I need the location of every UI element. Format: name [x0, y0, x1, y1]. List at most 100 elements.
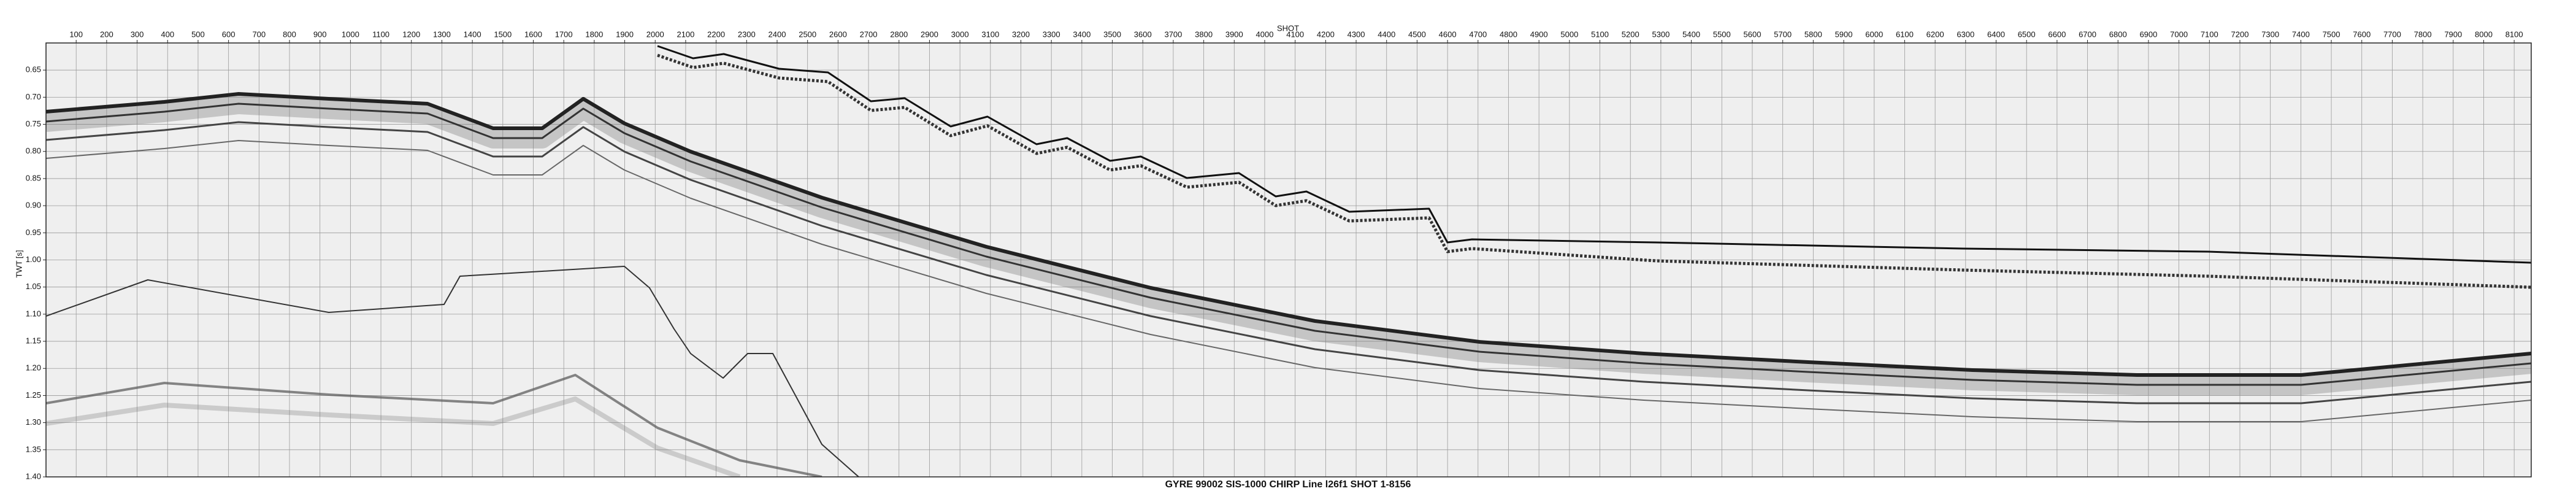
x-tick-label: 6700 — [2079, 29, 2096, 39]
x-tick-label: 4600 — [1439, 29, 1457, 39]
x-tick-label: 2600 — [829, 29, 847, 39]
x-tick-label: 6400 — [1987, 29, 2005, 39]
x-tick-label: 4900 — [1530, 29, 1548, 39]
x-tick-label: 1700 — [555, 29, 573, 39]
x-tick-label: 700 — [252, 29, 266, 39]
x-tick-label: 1100 — [372, 29, 389, 39]
y-tick-label: 1.10 — [26, 309, 41, 318]
x-tick-label: 5500 — [1713, 29, 1731, 39]
y-tick-label: 0.95 — [26, 228, 41, 237]
x-tick-label: 6500 — [2018, 29, 2036, 39]
y-tick-label: 1.30 — [26, 417, 41, 427]
x-tick-label: 3800 — [1195, 29, 1213, 39]
x-tick-label: 100 — [69, 29, 83, 39]
x-tick-label: 2900 — [921, 29, 938, 39]
x-tick-label: 5700 — [1774, 29, 1792, 39]
x-tick-label: 3600 — [1134, 29, 1152, 39]
y-tick-label: 0.90 — [26, 201, 41, 210]
x-tick-label: 4000 — [1256, 29, 1274, 39]
x-tick-label: 3000 — [951, 29, 969, 39]
x-tick-label: 1800 — [585, 29, 603, 39]
x-tick-label: 4100 — [1286, 29, 1304, 39]
x-tick-label: 1400 — [464, 29, 481, 39]
x-tick-label: 4700 — [1469, 29, 1487, 39]
x-tick-label: 5000 — [1560, 29, 1578, 39]
x-tick-label: 7500 — [2323, 29, 2340, 39]
x-tick-label: 3300 — [1043, 29, 1060, 39]
x-tick-label: 3100 — [981, 29, 999, 39]
x-tick-label: 1500 — [494, 29, 512, 39]
x-tick-label: 4800 — [1500, 29, 1517, 39]
x-tick-label: 8100 — [2505, 29, 2523, 39]
x-tick-label: 7000 — [2170, 29, 2188, 39]
x-tick-label: 2800 — [890, 29, 908, 39]
x-tick-label: 7200 — [2231, 29, 2249, 39]
y-tick-label: 0.65 — [26, 65, 41, 74]
x-tick-label: 6100 — [1896, 29, 1914, 39]
y-tick-label: 0.70 — [26, 92, 41, 101]
x-tick-label: 4300 — [1347, 29, 1365, 39]
y-tick-label: 1.25 — [26, 390, 41, 400]
x-tick-label: 5800 — [1804, 29, 1822, 39]
x-tick-label: 6300 — [1957, 29, 1974, 39]
x-tick-label: 3700 — [1164, 29, 1182, 39]
x-tick-label: 5900 — [1835, 29, 1853, 39]
x-tick-label: 1300 — [433, 29, 451, 39]
x-tick-label: 2500 — [799, 29, 816, 39]
x-tick-label: 5300 — [1652, 29, 1669, 39]
x-tick-label: 4400 — [1378, 29, 1395, 39]
x-tick-label: 5400 — [1682, 29, 1700, 39]
seismic-image — [46, 45, 2531, 477]
x-tick-label: 1900 — [616, 29, 634, 39]
x-tick-label: 1200 — [402, 29, 420, 39]
x-tick-label: 7300 — [2261, 29, 2279, 39]
x-tick-label: 7800 — [2414, 29, 2432, 39]
x-tick-label: 2000 — [646, 29, 664, 39]
x-tick-label: 4200 — [1317, 29, 1335, 39]
y-tick-label: 0.85 — [26, 173, 41, 182]
x-tick-label: 1000 — [342, 29, 359, 39]
x-tick-label: 900 — [313, 29, 327, 39]
x-tick-label: 6200 — [1926, 29, 1944, 39]
x-tick-label: 600 — [222, 29, 236, 39]
y-tick-label: 1.00 — [26, 255, 41, 264]
x-tick-label: 3400 — [1073, 29, 1091, 39]
x-tick-label: 7700 — [2383, 29, 2401, 39]
x-tick-label: 2300 — [738, 29, 756, 39]
x-tick-label: 7900 — [2444, 29, 2462, 39]
x-tick-label: 5200 — [1622, 29, 1639, 39]
x-tick-label: 3900 — [1225, 29, 1243, 39]
x-tick-label: 8000 — [2475, 29, 2493, 39]
y-tick-label: 1.15 — [26, 336, 41, 346]
x-tick-label: 3500 — [1103, 29, 1121, 39]
y-tick-label: 1.05 — [26, 282, 41, 291]
x-tick-label: 800 — [283, 29, 296, 39]
x-axis-label: SHOT — [1277, 23, 1299, 33]
y-axis-label: TWT [s] — [14, 250, 23, 277]
x-tick-label: 5600 — [1744, 29, 1761, 39]
x-tick-label: 200 — [100, 29, 113, 39]
x-tick-label: 3200 — [1012, 29, 1030, 39]
x-tick-label: 6800 — [2109, 29, 2127, 39]
y-tick-label: 1.20 — [26, 363, 41, 373]
x-tick-label: 4500 — [1408, 29, 1426, 39]
y-tick-label: 1.35 — [26, 444, 41, 454]
x-tick-label: 400 — [161, 29, 174, 39]
chart-title: GYRE 99002 SIS-1000 CHIRP Line l26f1 SHO… — [1165, 479, 1411, 490]
y-tick-label: 0.80 — [26, 146, 41, 155]
x-tick-label: 7100 — [2201, 29, 2218, 39]
x-tick-label: 7600 — [2353, 29, 2371, 39]
x-tick-label: 5100 — [1591, 29, 1609, 39]
x-tick-label: 1600 — [524, 29, 542, 39]
x-tick-label: 6900 — [2139, 29, 2157, 39]
x-tick-label: 6600 — [2048, 29, 2066, 39]
x-tick-label: 2200 — [707, 29, 725, 39]
y-tick-label: 0.75 — [26, 119, 41, 128]
y-tick-label: 1.40 — [26, 471, 41, 481]
x-tick-label: 6000 — [1865, 29, 1883, 39]
x-tick-label: 2700 — [860, 29, 878, 39]
x-tick-label: 7400 — [2292, 29, 2310, 39]
x-tick-label: 300 — [131, 29, 144, 39]
x-tick-label: 2400 — [769, 29, 786, 39]
